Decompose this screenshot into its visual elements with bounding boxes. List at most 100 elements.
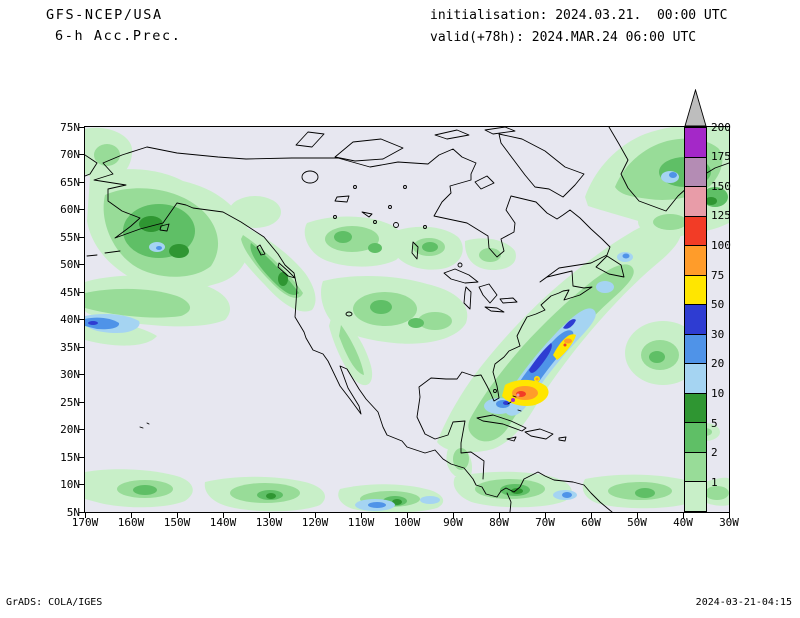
lat-tick-mark: [79, 429, 85, 430]
legend-segment: [685, 215, 706, 246]
legend-value-label: 125: [711, 209, 731, 223]
island-victoria: [334, 138, 404, 162]
lat-tick-mark: [79, 401, 85, 403]
lat-tick-label: 30N: [60, 368, 80, 381]
lake-small-1: [373, 220, 377, 224]
lat-tick-label: 75N: [60, 120, 80, 134]
lat-tick-mark: [79, 209, 85, 210]
lake-small-6: [403, 185, 407, 189]
island-banks: [295, 131, 325, 148]
lat-tick-mark: [79, 126, 85, 128]
lat-tick-label: 10N: [60, 478, 80, 491]
legend-segment: [685, 156, 706, 187]
lat-tick-label: 15N: [60, 450, 80, 464]
legend-value-label: 10: [711, 387, 725, 401]
island-kodiak: [159, 223, 170, 232]
creation-timestamp: 2024-03-21-04:15: [695, 597, 792, 608]
island-puerto-rico: [558, 436, 567, 442]
lake-great-salt: [345, 311, 353, 317]
lake-nipigon: [457, 262, 463, 268]
lon-tick-label: 80W: [489, 516, 509, 529]
lat-tick-mark: [79, 264, 85, 265]
lat-tick-mark: [79, 236, 85, 238]
lake-superior: [443, 268, 479, 284]
lake-michigan: [463, 286, 472, 310]
lake-huron: [478, 283, 498, 304]
lon-tick-label: 70W: [535, 516, 555, 529]
lon-tick-label: 170W: [71, 516, 99, 529]
legend-segment: [685, 333, 706, 364]
island-devon: [434, 129, 470, 140]
lake-reindeer: [393, 222, 399, 228]
island-ellesmere: [484, 127, 516, 135]
map-area: [84, 126, 730, 513]
arrow-shape: [684, 89, 707, 127]
legend-value-label: 150: [711, 179, 731, 193]
island-newfoundland: [595, 255, 625, 278]
island-southampton: [474, 175, 495, 190]
lon-tick-mark: [728, 512, 730, 518]
lake-small-5: [423, 225, 427, 229]
grads-credit: GrADS: COLA/IGES: [6, 597, 103, 608]
lon-tick-label: 100W: [393, 516, 421, 529]
lake-okeechobee: [493, 389, 497, 393]
lon-tick-label: 90W: [443, 516, 463, 529]
lat-tick-mark: [79, 456, 85, 458]
legend-segment: [685, 304, 706, 334]
coastline-colombia: [506, 492, 512, 512]
lat-tick-label: 65N: [60, 175, 80, 189]
islands-bahamas: [507, 395, 522, 412]
lon-tick-mark: [84, 512, 86, 518]
lon-tick-mark: [268, 512, 270, 518]
lon-tick-label: 120W: [301, 516, 329, 529]
legend-segment: [685, 451, 706, 482]
coastline-chukotka: [85, 154, 98, 177]
legend-segment: [685, 363, 706, 393]
lon-tick-label: 50W: [627, 516, 647, 529]
map-canvas: [85, 127, 729, 512]
island-haida-gwaii: [256, 244, 266, 256]
island-jamaica: [506, 436, 517, 442]
legend-segment: [685, 481, 706, 511]
legend-value-label: 20: [711, 357, 725, 371]
lon-tick-label: 40W: [673, 516, 693, 529]
lon-tick-mark: [176, 512, 178, 518]
lon-tick-mark: [452, 512, 454, 518]
lon-tick-mark: [130, 512, 132, 518]
lat-tick-mark: [79, 154, 85, 155]
legend-value-label: 30: [711, 327, 725, 341]
lake-ontario: [499, 297, 518, 304]
lake-great-bear: [301, 170, 319, 184]
lon-tick-label: 160W: [117, 516, 145, 529]
lake-erie: [484, 306, 505, 313]
legend-value-label: 75: [711, 268, 725, 282]
lat-tick-label: 40N: [60, 313, 80, 326]
legend-value-label: 100: [711, 238, 731, 252]
lon-tick-label: 140W: [209, 516, 237, 529]
lake-small-3: [353, 185, 357, 189]
island-baffin: [498, 133, 585, 198]
legend-value-label: 50: [711, 298, 725, 312]
legend-segment: [685, 128, 706, 157]
lat-tick-label: 70N: [60, 148, 80, 161]
product-title: 6-h Acc.Prec.: [55, 28, 182, 44]
lon-tick-label: 150W: [163, 516, 191, 529]
lon-tick-mark: [498, 512, 500, 518]
island-aleutians: [86, 250, 121, 257]
lon-tick-label: 130W: [255, 516, 283, 529]
lon-tick-label: 110W: [347, 516, 375, 529]
coastline-atlantic-arctic: [146, 146, 611, 480]
lat-tick-label: 55N: [60, 230, 80, 244]
legend-segment: [685, 422, 706, 452]
lake-winnipeg: [411, 241, 419, 260]
lat-tick-mark: [79, 346, 85, 348]
lon-tick-label: 60W: [581, 516, 601, 529]
lake-small-4: [333, 215, 337, 219]
island-cuba: [476, 414, 527, 432]
lon-tick-mark: [360, 512, 362, 518]
lon-tick-label: 30W: [719, 516, 739, 529]
lon-tick-mark: [682, 512, 684, 518]
legend-segment: [685, 274, 706, 305]
legend-value-label: 175: [711, 150, 731, 164]
